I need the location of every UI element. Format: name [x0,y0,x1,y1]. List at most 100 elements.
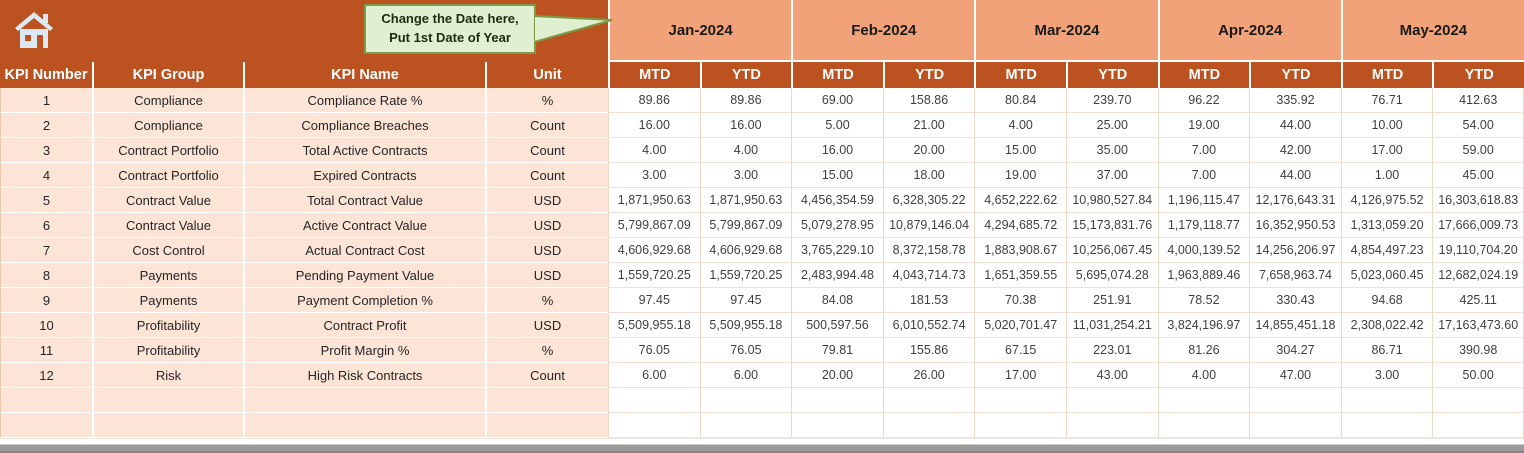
value-cell[interactable] [1340,388,1433,413]
kpi-number-cell[interactable]: 10 [0,313,92,338]
value-cell[interactable]: 17.00 [974,363,1066,388]
value-cell[interactable]: 4,294,685.72 [974,213,1066,238]
unit-cell[interactable]: USD [485,213,608,238]
value-cell[interactable] [1065,413,1158,438]
value-cell[interactable]: 1,196,115.47 [1157,188,1250,213]
value-cell[interactable]: 47.00 [1249,363,1341,388]
kpi-name-cell[interactable]: Total Contract Value [243,188,485,213]
value-cell[interactable] [608,413,700,438]
value-cell[interactable]: 2,308,022.42 [1340,313,1433,338]
value-cell[interactable]: 84.08 [791,288,883,313]
value-cell[interactable]: 4,606,929.68 [608,238,700,263]
value-cell[interactable]: 223.01 [1065,338,1158,363]
value-cell[interactable]: 2,483,994.48 [791,263,883,288]
value-cell[interactable]: 15.00 [791,163,883,188]
kpi-group-cell[interactable]: Contract Portfolio [92,163,243,188]
value-cell[interactable]: 21.00 [882,113,975,138]
value-cell[interactable] [1249,388,1341,413]
value-cell[interactable]: 43.00 [1065,363,1158,388]
kpi-number-cell[interactable]: 1 [0,88,92,113]
kpi-number-cell[interactable]: 4 [0,163,92,188]
value-cell[interactable]: 1,179,118.77 [1157,213,1250,238]
kpi-group-cell[interactable]: Profitability [92,338,243,363]
value-cell[interactable]: 59.00 [1432,138,1524,163]
value-cell[interactable]: 76.05 [608,338,700,363]
kpi-group-cell[interactable]: Contract Value [92,188,243,213]
kpi-name-cell[interactable]: Pending Payment Value [243,263,485,288]
value-cell[interactable]: 26.00 [882,363,975,388]
value-cell[interactable]: 50.00 [1432,363,1524,388]
value-cell[interactable]: 5,023,060.45 [1340,263,1433,288]
kpi-group-cell[interactable]: Payments [92,263,243,288]
value-cell[interactable]: 16.00 [608,113,700,138]
kpi-group-cell[interactable] [92,413,243,438]
value-cell[interactable]: 6.00 [699,363,792,388]
kpi-number-cell[interactable]: 6 [0,213,92,238]
value-cell[interactable] [1157,388,1250,413]
value-cell[interactable]: 19,110,704.20 [1432,238,1524,263]
value-cell[interactable]: 3,765,229.10 [791,238,883,263]
value-cell[interactable]: 4.00 [974,113,1066,138]
value-cell[interactable]: 181.53 [882,288,975,313]
kpi-name-cell[interactable]: High Risk Contracts [243,363,485,388]
value-cell[interactable]: 3.00 [1340,363,1433,388]
value-cell[interactable]: 6,010,552.74 [882,313,975,338]
value-cell[interactable]: 20.00 [791,363,883,388]
value-cell[interactable]: 89.86 [699,88,792,113]
value-cell[interactable]: 96.22 [1157,88,1250,113]
value-cell[interactable]: 12,176,643.31 [1249,188,1341,213]
value-cell[interactable]: 1,871,950.63 [699,188,792,213]
kpi-group-cell[interactable] [92,388,243,413]
month-header-jan[interactable]: Jan-2024 [608,0,792,62]
kpi-group-cell[interactable]: Contract Value [92,213,243,238]
value-cell[interactable]: 5,079,278.95 [791,213,883,238]
value-cell[interactable]: 76.71 [1340,88,1433,113]
value-cell[interactable]: 4,854,497.23 [1340,238,1433,263]
value-cell[interactable]: 251.91 [1065,288,1158,313]
value-cell[interactable]: 6,328,305.22 [882,188,975,213]
value-cell[interactable]: 69.00 [791,88,883,113]
kpi-number-cell[interactable]: 2 [0,113,92,138]
horizontal-scrollbar[interactable] [0,444,1524,453]
value-cell[interactable]: 35.00 [1065,138,1158,163]
value-cell[interactable]: 76.05 [699,338,792,363]
kpi-number-cell[interactable] [0,388,92,413]
kpi-group-cell[interactable]: Contract Portfolio [92,138,243,163]
value-cell[interactable]: 25.00 [1065,113,1158,138]
value-cell[interactable]: 4,606,929.68 [699,238,792,263]
value-cell[interactable]: 1,871,950.63 [608,188,700,213]
value-cell[interactable]: 3.00 [608,163,700,188]
value-cell[interactable]: 16,303,618.83 [1432,188,1524,213]
value-cell[interactable]: 16.00 [791,138,883,163]
value-cell[interactable]: 7.00 [1157,138,1250,163]
value-cell[interactable]: 11,031,254.21 [1065,313,1158,338]
kpi-name-cell[interactable]: Compliance Breaches [243,113,485,138]
value-cell[interactable]: 17.00 [1340,138,1433,163]
value-cell[interactable]: 14,855,451.18 [1249,313,1341,338]
value-cell[interactable]: 412.63 [1432,88,1524,113]
value-cell[interactable]: 86.71 [1340,338,1433,363]
value-cell[interactable] [1065,388,1158,413]
unit-cell[interactable]: Count [485,163,608,188]
value-cell[interactable]: 5.00 [791,113,883,138]
value-cell[interactable]: 330.43 [1249,288,1341,313]
unit-cell[interactable]: USD [485,313,608,338]
value-cell[interactable]: 5,799,867.09 [608,213,700,238]
value-cell[interactable]: 42.00 [1249,138,1341,163]
value-cell[interactable]: 7.00 [1157,163,1250,188]
unit-cell[interactable]: % [485,338,608,363]
kpi-name-cell[interactable] [243,413,485,438]
value-cell[interactable] [699,388,792,413]
value-cell[interactable]: 19.00 [974,163,1066,188]
unit-cell[interactable]: Count [485,113,608,138]
value-cell[interactable]: 12,682,024.19 [1432,263,1524,288]
value-cell[interactable]: 1,651,359.55 [974,263,1066,288]
month-header-may[interactable]: May-2024 [1340,0,1524,62]
kpi-group-cell[interactable]: Risk [92,363,243,388]
kpi-number-cell[interactable]: 12 [0,363,92,388]
value-cell[interactable] [882,388,975,413]
kpi-number-cell[interactable]: 3 [0,138,92,163]
kpi-group-cell[interactable]: Cost Control [92,238,243,263]
value-cell[interactable] [1249,413,1341,438]
value-cell[interactable] [791,388,883,413]
